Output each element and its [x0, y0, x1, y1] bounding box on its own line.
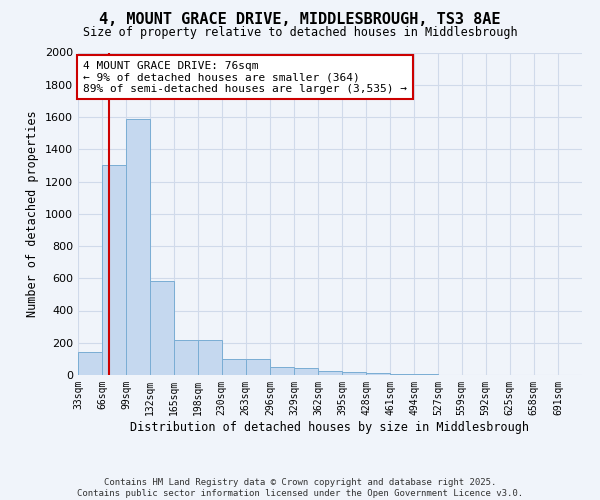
Text: 4 MOUNT GRACE DRIVE: 76sqm
← 9% of detached houses are smaller (364)
89% of semi: 4 MOUNT GRACE DRIVE: 76sqm ← 9% of detac… [83, 60, 407, 94]
X-axis label: Distribution of detached houses by size in Middlesbrough: Distribution of detached houses by size … [131, 420, 530, 434]
Bar [246, 359, 270, 375]
Text: Size of property relative to detached houses in Middlesbrough: Size of property relative to detached ho… [83, 26, 517, 39]
Bar [150, 282, 174, 375]
Bar [78, 352, 102, 375]
Bar [199, 340, 223, 375]
Bar [221, 359, 246, 375]
Bar [102, 166, 126, 375]
Bar [318, 371, 342, 375]
Bar [294, 368, 318, 375]
Bar [342, 372, 366, 375]
Bar [390, 374, 414, 375]
Y-axis label: Number of detached properties: Number of detached properties [26, 110, 40, 317]
Text: 4, MOUNT GRACE DRIVE, MIDDLESBROUGH, TS3 8AE: 4, MOUNT GRACE DRIVE, MIDDLESBROUGH, TS3… [99, 12, 501, 28]
Bar [126, 118, 150, 375]
Bar [174, 340, 199, 375]
Bar [270, 367, 294, 375]
Bar [366, 372, 390, 375]
Text: Contains HM Land Registry data © Crown copyright and database right 2025.
Contai: Contains HM Land Registry data © Crown c… [77, 478, 523, 498]
Bar [414, 374, 439, 375]
